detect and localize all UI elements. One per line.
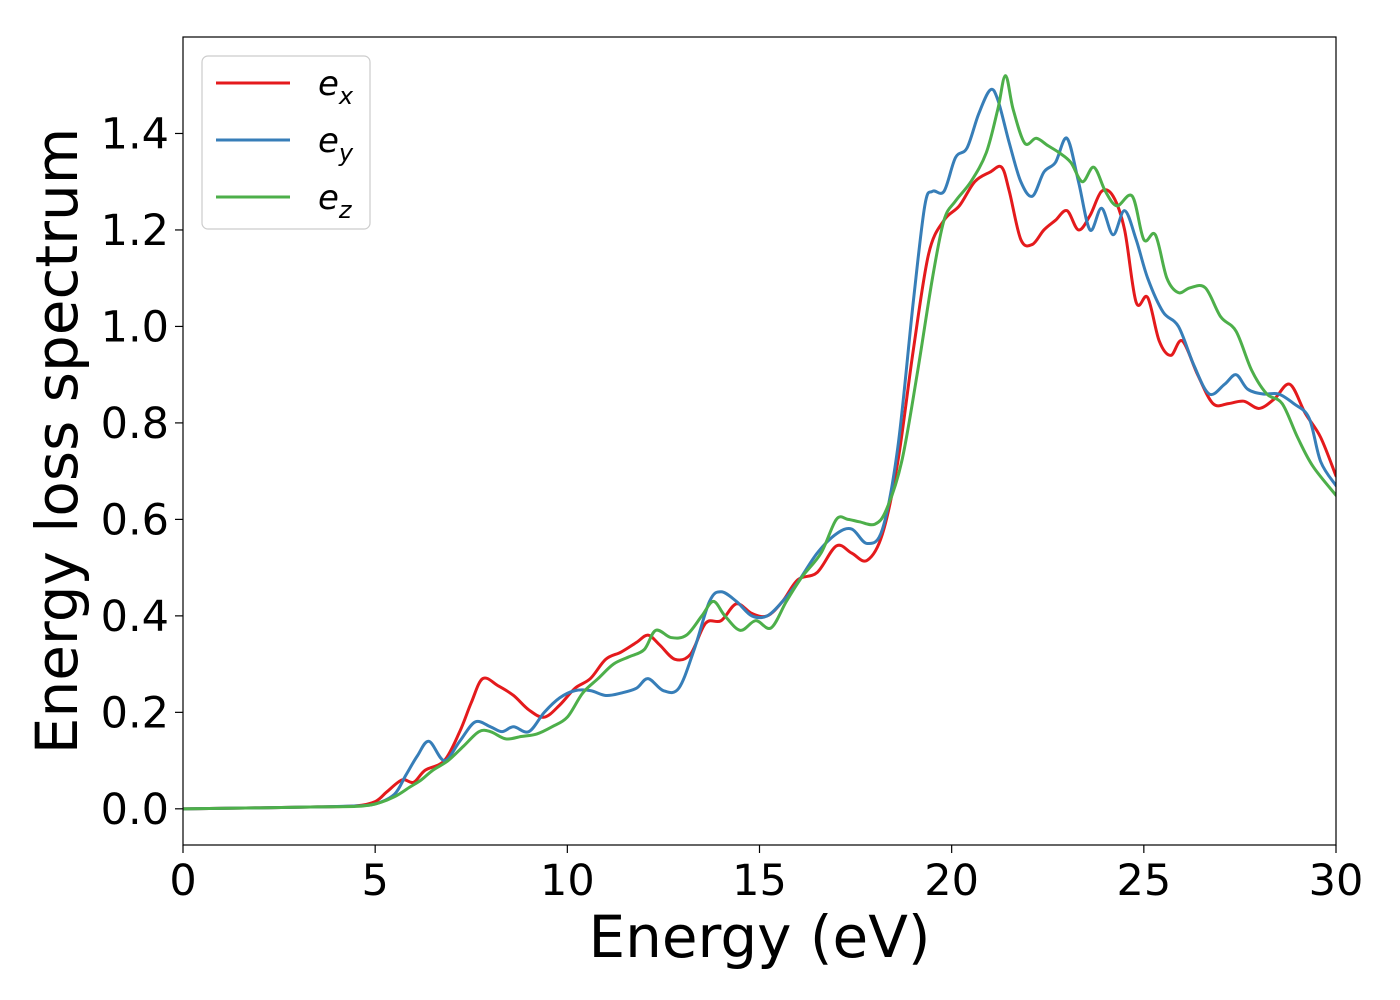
series-layer xyxy=(183,74,1336,811)
series-line-z xyxy=(183,74,1336,811)
x-tick-label: 30 xyxy=(1309,856,1364,906)
y-axis-ticks: 0.0 0.2 0.4 0.6 0.8 1.0 1.2 1.4 xyxy=(101,109,183,835)
x-tick-label: 10 xyxy=(540,856,595,906)
x-tick-label: 0 xyxy=(169,856,196,906)
legend-label-z: ez xyxy=(318,178,353,224)
y-tick-label: 0.4 xyxy=(101,592,169,642)
y-tick-label: 1.0 xyxy=(101,302,169,352)
y-tick-label: 0.6 xyxy=(101,495,169,545)
legend-label-y: ey xyxy=(318,121,354,167)
x-tick-label: 20 xyxy=(924,856,979,906)
y-tick-label: 1.4 xyxy=(101,109,169,159)
legend-label-subscript: x xyxy=(338,82,354,110)
plot-area xyxy=(183,37,1336,845)
y-tick-label: 1.2 xyxy=(101,206,169,256)
legend-label-base: e xyxy=(318,64,339,104)
series-line-y xyxy=(183,87,1336,811)
x-tick-label: 5 xyxy=(361,856,388,906)
y-tick-label: 0.0 xyxy=(101,785,169,835)
x-tick-label: 25 xyxy=(1116,856,1171,906)
legend-label-subscript: y xyxy=(338,139,354,167)
legend-label-x: ex xyxy=(318,64,354,110)
series-line-x xyxy=(183,164,1336,811)
x-axis-label: Energy (eV) xyxy=(588,903,930,971)
y-tick-label: 0.8 xyxy=(101,399,169,449)
legend-label-subscript: z xyxy=(338,196,353,224)
y-tick-label: 0.2 xyxy=(101,688,169,738)
legend-label-base: e xyxy=(318,178,339,218)
legend-box xyxy=(201,55,371,230)
x-tick-label: 15 xyxy=(732,856,787,906)
x-axis-ticks: 0 5 10 15 20 25 30 xyxy=(169,845,1363,906)
y-axis-label: Energy loss spectrum xyxy=(23,128,91,754)
legend-label-base: e xyxy=(318,121,339,161)
